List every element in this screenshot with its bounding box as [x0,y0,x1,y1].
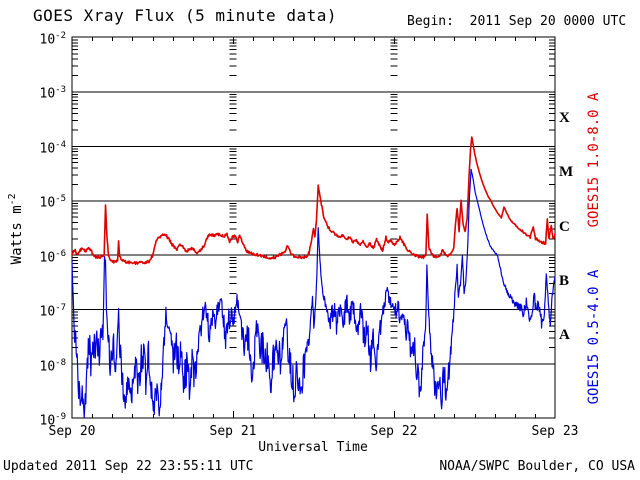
flare-class-label-c: C [559,218,570,235]
x-tick-label: Sep 21 [209,424,257,439]
y-tick-label: 10-2 [39,31,67,48]
series-long-wavelength [71,136,556,266]
y-tick-label: 10-9 [39,412,67,429]
y-tick-label: 10-8 [39,357,67,374]
y-tick-label: 10-7 [39,303,67,320]
updated-timestamp: Updated 2011 Sep 22 23:55:11 UTC [3,459,254,474]
flare-class-label-x: X [559,109,570,126]
begin-timestamp: Begin: 2011 Sep 20 0000 UTC [407,14,627,29]
y-tick-label: 10-6 [39,248,67,266]
legend-long-channel-text: GOES15 1.0-8.0 A [586,92,602,228]
y-tick-label: 10-4 [39,139,67,157]
x-tick-label: Sep 20 [48,424,96,439]
flare-class-label-a: A [559,327,570,344]
flare-class-label-b: B [559,272,570,289]
legend-short-channel-text: GOES15 0.5-4.0 A [586,269,602,405]
y-tick-label: 10-3 [39,85,67,102]
y-tick-label: 10-5 [39,194,67,211]
x-tick-label: Sep 23 [531,424,579,439]
source-attribution: NOAA/SWPC Boulder, CO USA [439,459,635,474]
x-tick-label: Sep 22 [370,424,418,439]
chart-title: GOES Xray Flux (5 minute data) [33,6,337,25]
x-axis-label: Universal Time [258,440,368,455]
flare-class-label-m: M [559,164,574,181]
series-short-wavelength [71,168,556,419]
